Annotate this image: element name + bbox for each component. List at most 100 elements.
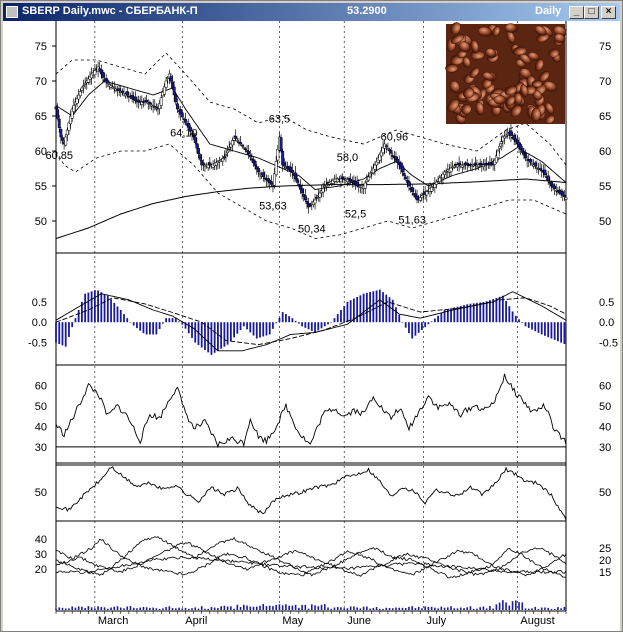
x-tick-label-august: August (520, 615, 554, 627)
candle-body (150, 104, 153, 107)
macd-histogram-bar (440, 312, 443, 323)
candle-body (197, 148, 200, 155)
volume-bar (531, 608, 533, 610)
macd-histogram-bar (239, 322, 242, 330)
x-tick-label-july: July (427, 615, 447, 627)
seed (534, 59, 544, 72)
candle-body (78, 91, 82, 96)
candle-body (107, 84, 111, 87)
volume-bar (301, 604, 303, 610)
seed (450, 22, 461, 35)
candle-body (371, 167, 375, 174)
candle-body (519, 144, 523, 150)
candle-body (112, 87, 116, 90)
macd-histogram-bar (333, 318, 336, 323)
candle-body (214, 162, 218, 166)
candle-body (247, 150, 251, 155)
macd-histogram-bar (372, 291, 375, 323)
volume-bar (440, 606, 443, 610)
macd-histogram-bar (527, 322, 530, 328)
candle-body (240, 144, 244, 147)
close-button[interactable]: × (601, 6, 616, 19)
macd-signal-line (55, 297, 567, 346)
macd-y-tick-right: 0.5 (599, 297, 614, 309)
macd-y-tick-left: 0.5 (32, 297, 47, 309)
seed (527, 52, 540, 61)
candle-body (391, 155, 395, 157)
macd-histogram-bar (97, 290, 99, 323)
candle-body (65, 129, 69, 136)
candle-body (300, 188, 304, 194)
macd-histogram-bar (327, 322, 329, 325)
macd-histogram-bar (550, 322, 553, 339)
volume-bar (68, 608, 70, 610)
volume-bar (74, 607, 77, 610)
macd-histogram-bar (152, 322, 155, 335)
candle-body (263, 177, 267, 180)
volume-bar (327, 607, 329, 610)
candle-body (104, 78, 108, 83)
macd-histogram-bar (181, 322, 184, 325)
candle-body (77, 94, 81, 100)
macd-histogram-bar (106, 295, 109, 323)
candle-body (271, 185, 275, 188)
dmi-y-tick-left: 40 (35, 534, 47, 546)
candle-body (321, 188, 325, 193)
app-icon[interactable] (6, 6, 18, 18)
volume-bar (97, 606, 99, 610)
x-tick-label-may: May (282, 615, 303, 627)
volume-bar (103, 607, 106, 610)
volume-bar (553, 608, 556, 610)
volume-bar (401, 607, 404, 610)
volume-bar (317, 606, 320, 610)
candle-body (57, 118, 61, 128)
candle-body (86, 78, 90, 83)
macd-histogram-bar (492, 299, 495, 323)
volume-bar (207, 608, 209, 610)
price-y-tick-right: 60 (599, 146, 611, 158)
candle-body (171, 81, 175, 89)
macd-histogram-bar (446, 309, 449, 323)
macd-histogram-bar (557, 322, 559, 342)
volume-bar (281, 605, 284, 610)
macd-histogram-bar (382, 292, 384, 323)
seed (462, 56, 471, 69)
candle-body (67, 122, 71, 131)
candle-body (313, 199, 317, 204)
minimize-button[interactable]: _ (569, 6, 584, 19)
macd-histogram-bar (343, 305, 346, 323)
candle-body (208, 162, 212, 166)
macd-histogram-bar (288, 316, 291, 323)
volume-bar (495, 604, 498, 610)
candle-body (441, 173, 445, 179)
macd-histogram-bar (136, 322, 138, 329)
volume-bar (550, 608, 553, 610)
candle-body (222, 156, 226, 159)
seed (477, 26, 493, 37)
macd-histogram-bar (563, 322, 566, 344)
macd-histogram-bar (518, 319, 520, 323)
maximize-button[interactable]: □ (584, 6, 599, 19)
macd-histogram-bar (498, 296, 501, 323)
volume-bar (77, 606, 80, 610)
seed (534, 25, 547, 36)
dmi-y-tick-left: 30 (35, 549, 47, 561)
macd-histogram-bar (340, 310, 342, 323)
seed (544, 114, 555, 125)
volume-bar (466, 607, 469, 610)
volume-bar (268, 605, 271, 610)
price-y-tick-left: 75 (35, 41, 47, 53)
volume-bar (515, 600, 517, 610)
candle-body (456, 164, 459, 168)
candle-body (422, 193, 425, 195)
candle-body (289, 166, 293, 172)
macd-histogram-bar (553, 322, 556, 340)
macd-histogram-bar (81, 301, 83, 323)
volume-bar (307, 608, 310, 610)
macd-histogram-bar (469, 303, 472, 323)
candle-body (562, 194, 566, 197)
candle-body (229, 143, 233, 148)
macd-histogram-bar (463, 305, 465, 323)
title-bar[interactable]: SBERP Daily.mwc - СБЕРБАНК-П 53.2900 Dai… (3, 3, 620, 21)
candle-body (553, 185, 557, 190)
